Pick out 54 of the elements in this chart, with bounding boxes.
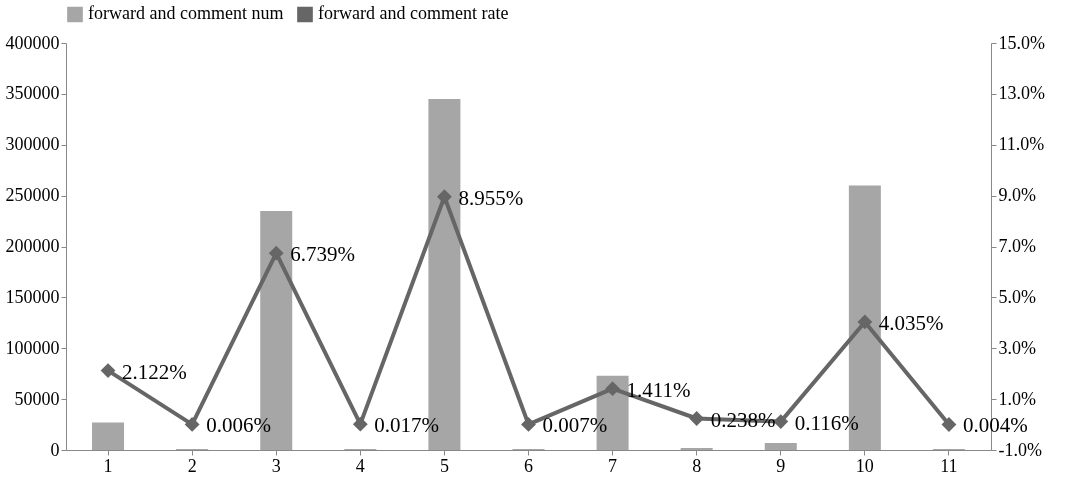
data-label: 0.116% bbox=[794, 410, 859, 435]
point bbox=[521, 416, 536, 432]
point bbox=[605, 381, 621, 397]
x-tick-label: 1 bbox=[103, 455, 113, 476]
y2-tick-label: 5.0% bbox=[998, 286, 1036, 307]
data-label: 4.035% bbox=[878, 310, 944, 335]
y2-tick-label: 13.0% bbox=[998, 83, 1045, 104]
bar bbox=[92, 422, 125, 450]
x-tick-label: 11 bbox=[940, 455, 958, 476]
point bbox=[268, 245, 284, 261]
y2-tick-label: -1.0% bbox=[998, 439, 1042, 460]
y2-tick-label: 15.0% bbox=[998, 32, 1045, 53]
point bbox=[100, 363, 116, 378]
legend-label: forward and comment num bbox=[88, 3, 284, 24]
y-tick-label: 100000 bbox=[5, 337, 60, 358]
y2-tick-label: 7.0% bbox=[998, 236, 1036, 256]
data-label: 1.411% bbox=[626, 377, 691, 402]
point bbox=[689, 411, 705, 426]
y-tick-label: 0 bbox=[50, 439, 60, 460]
bar bbox=[764, 442, 797, 450]
point bbox=[941, 417, 957, 432]
data-label: 0.006% bbox=[206, 413, 271, 438]
x-tick-label: 2 bbox=[187, 455, 197, 476]
data-label: 6.739% bbox=[290, 242, 355, 267]
y-tick-label: 150000 bbox=[5, 286, 60, 307]
x-tick-label: 7 bbox=[608, 455, 618, 476]
y-tick-label: 50000 bbox=[14, 388, 60, 409]
data-label: 0.007% bbox=[542, 413, 608, 438]
y-tick-label: 400000 bbox=[5, 32, 60, 53]
data-label: 0.017% bbox=[374, 413, 440, 438]
data-label: 8.955% bbox=[458, 185, 524, 210]
data-label: 0.004% bbox=[962, 413, 1028, 438]
x-tick-label: 10 bbox=[855, 455, 874, 476]
bar bbox=[680, 447, 713, 450]
x-tick-label: 5 bbox=[439, 455, 449, 476]
y-tick-label: 300000 bbox=[5, 134, 60, 155]
y2-tick-label: 1.0% bbox=[998, 388, 1036, 409]
point bbox=[184, 416, 200, 432]
y2-tick-label: 3.0% bbox=[998, 337, 1036, 358]
x-tick-label: 9 bbox=[776, 455, 786, 476]
y-tick-label: 350000 bbox=[5, 83, 60, 104]
x-tick-label: 6 bbox=[524, 455, 533, 476]
y-tick-label: 200000 bbox=[5, 236, 60, 256]
point bbox=[436, 189, 452, 205]
point bbox=[352, 416, 368, 432]
x-tick-label: 4 bbox=[355, 455, 365, 476]
x-tick-label: 3 bbox=[271, 455, 281, 476]
y2-tick-label: 9.0% bbox=[998, 185, 1036, 206]
legend-label: forward and comment rate bbox=[318, 3, 509, 24]
point bbox=[857, 314, 873, 330]
y2-tick-label: 11.0% bbox=[998, 134, 1045, 155]
x-tick-label: 8 bbox=[692, 455, 702, 476]
y-tick-label: 250000 bbox=[5, 185, 60, 206]
data-label: 2.122% bbox=[122, 359, 187, 384]
